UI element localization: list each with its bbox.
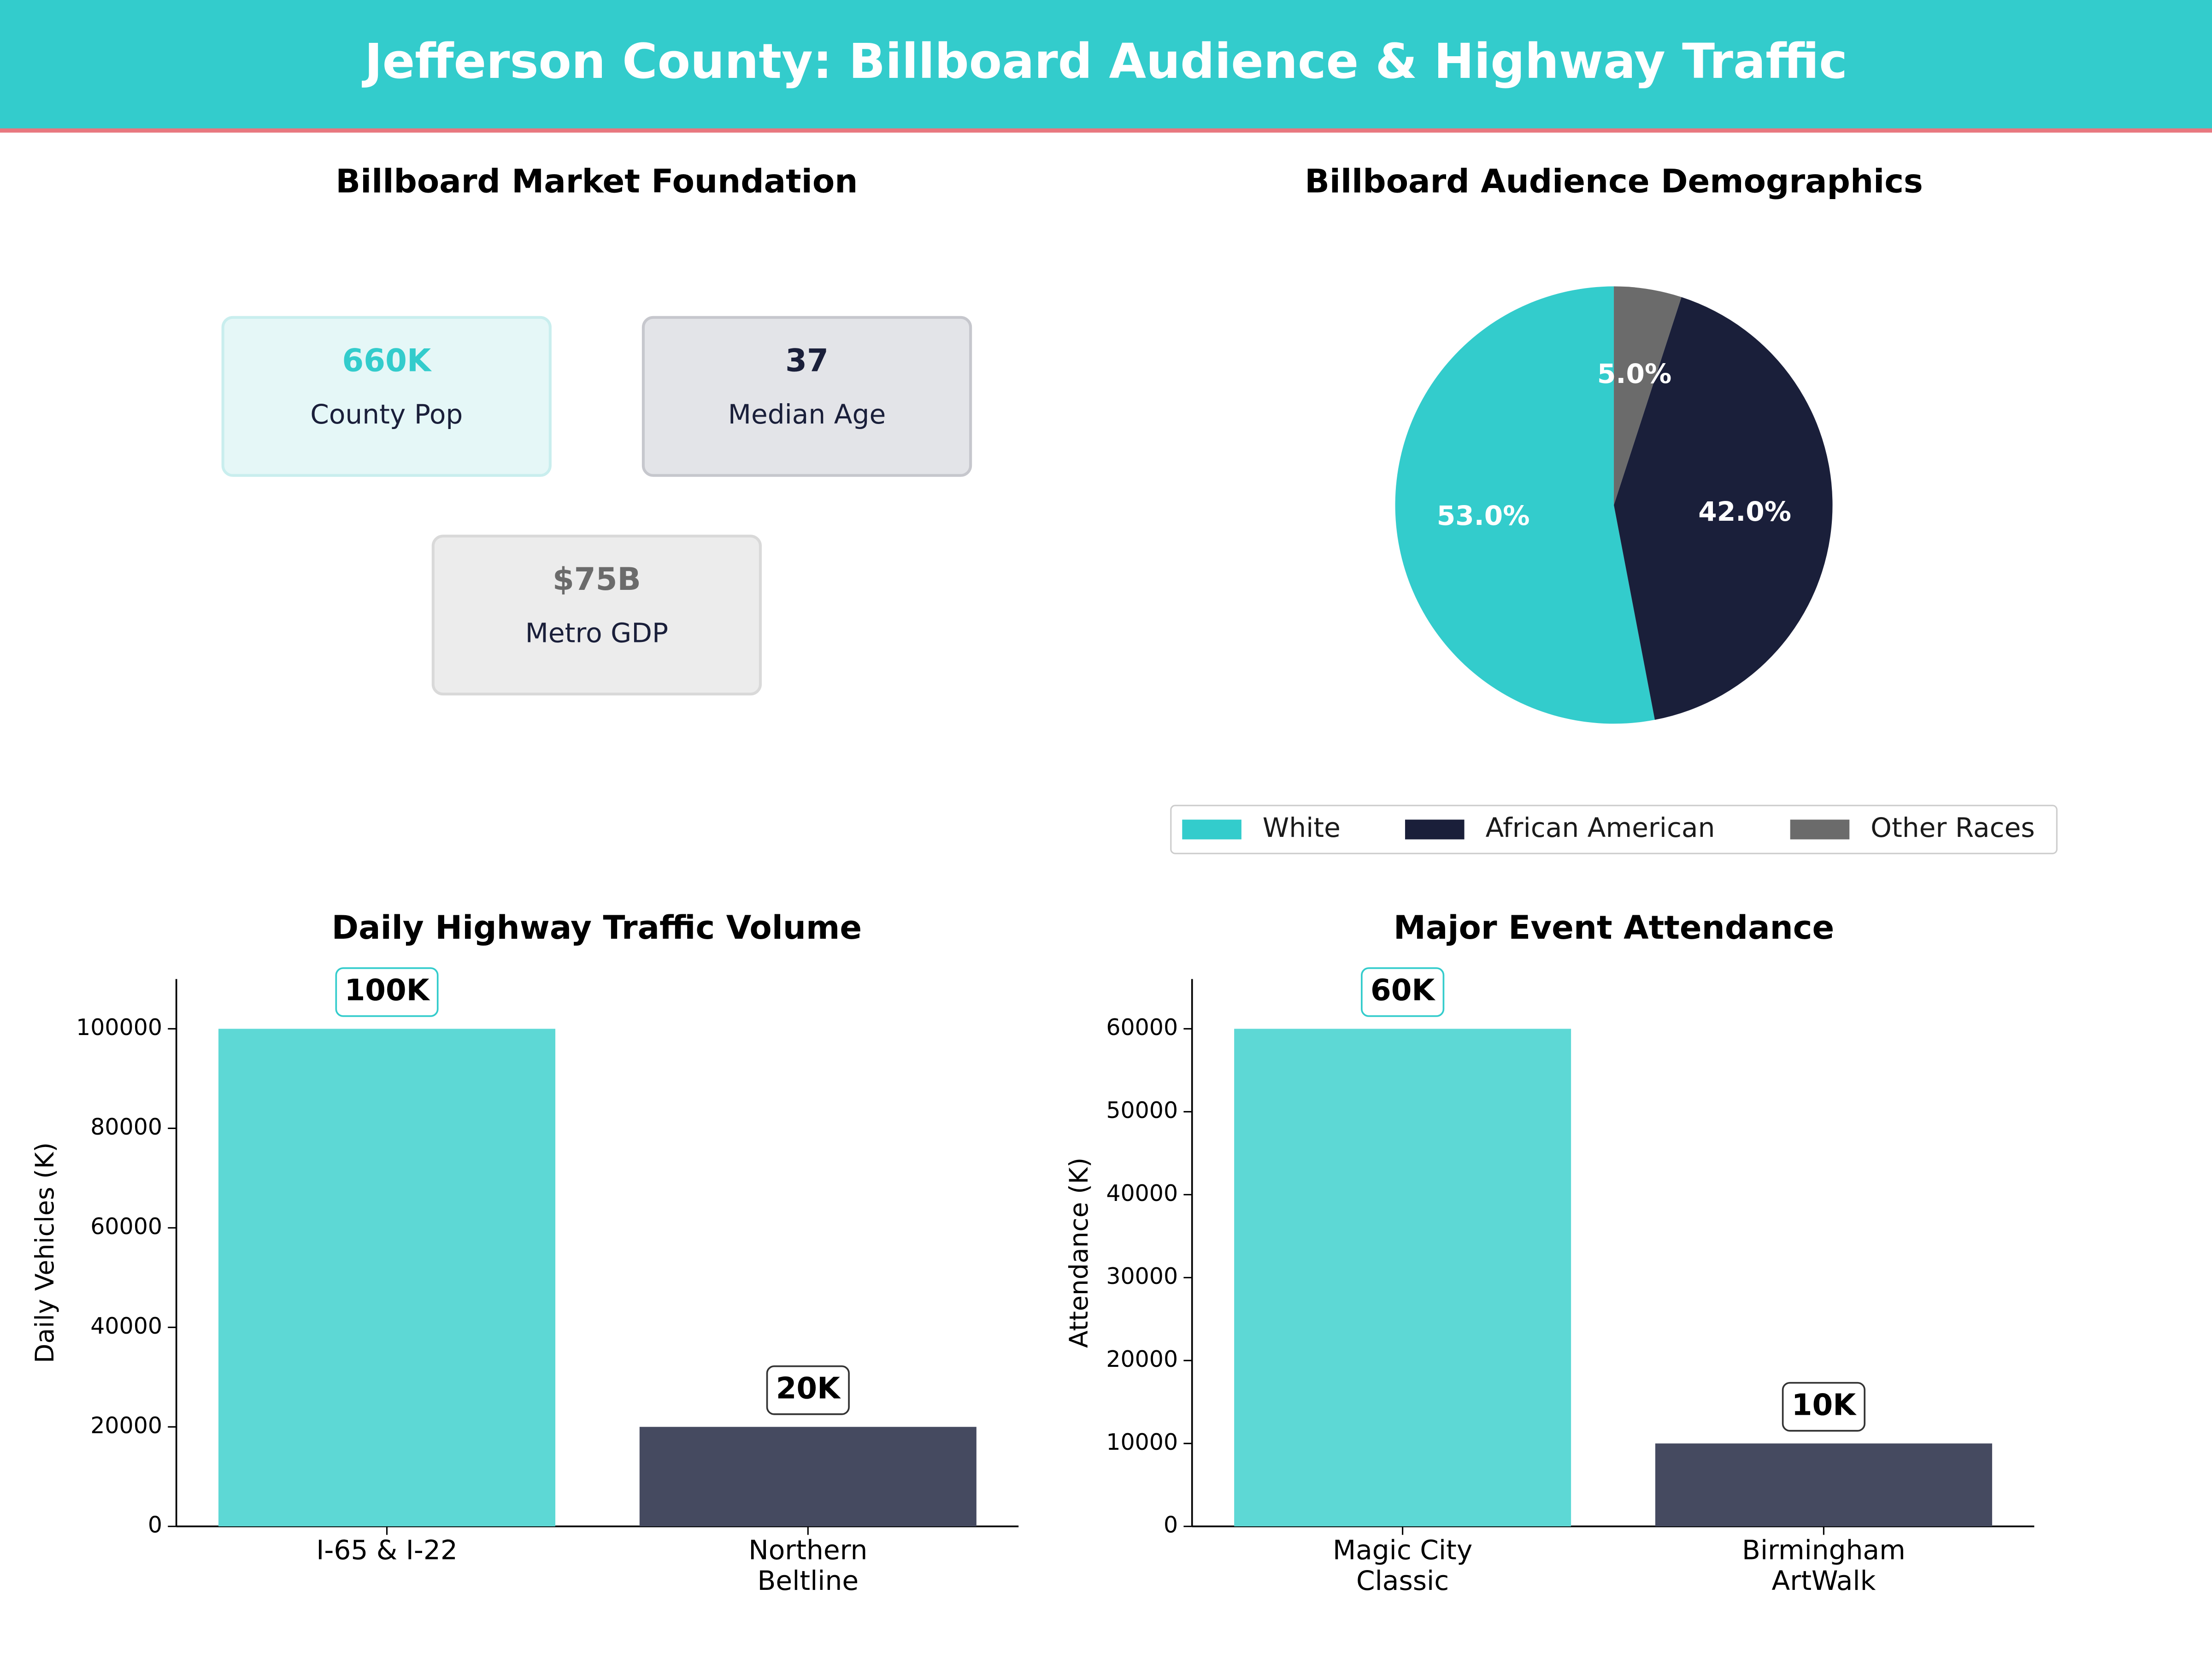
y-axis-label: Daily Vehicles (K) — [30, 1142, 59, 1363]
slice-label: 53.0% — [1437, 500, 1530, 531]
panel-title: Billboard Audience Demographics — [1305, 162, 1923, 200]
legend-swatch — [1790, 819, 1850, 840]
x-tick-label: Magic City Classic — [1333, 1534, 1472, 1596]
header-rule — [0, 128, 2212, 133]
page-title: Jefferson County: Billboard Audience & H… — [362, 33, 1847, 89]
kpi-label: County Pop — [310, 399, 463, 430]
kpi-value: 660K — [342, 342, 432, 378]
legend-swatch — [1182, 819, 1241, 840]
value-label: 100K — [345, 973, 430, 1007]
panel-title: Major Event Attendance — [1394, 909, 1834, 947]
y-tick-label: 40000 — [90, 1313, 162, 1339]
y-tick-label: 100000 — [76, 1014, 162, 1041]
bar — [639, 1427, 977, 1527]
bar — [218, 1029, 556, 1527]
y-tick-label: 20000 — [90, 1412, 162, 1439]
y-tick-label: 20000 — [1106, 1346, 1178, 1372]
legend-label: Other Races — [1871, 812, 2035, 843]
y-tick-label: 0 — [1164, 1512, 1178, 1538]
pie-slice — [1395, 286, 1655, 724]
y-tick-label: 80000 — [90, 1114, 162, 1140]
value-label-box — [1361, 967, 1445, 1017]
y-tick-label: 40000 — [1106, 1180, 1178, 1206]
kpi-card — [641, 316, 972, 477]
y-tick-label: 60000 — [1106, 1014, 1178, 1041]
legend-label: White — [1263, 812, 1341, 843]
kpi-value: 37 — [785, 342, 829, 378]
value-label: 20K — [776, 1371, 841, 1406]
value-label-box — [1782, 1382, 1866, 1432]
value-label: 10K — [1792, 1388, 1857, 1422]
y-tick-label: 10000 — [1106, 1429, 1178, 1455]
value-label-box — [766, 1365, 850, 1415]
bar — [1655, 1443, 1992, 1527]
kpi-card — [431, 535, 762, 696]
kpi-label: Median Age — [728, 399, 886, 430]
y-tick-label: 60000 — [90, 1213, 162, 1240]
legend-swatch — [1405, 819, 1465, 840]
value-label-box — [335, 967, 439, 1017]
x-tick-label: Northern Beltline — [748, 1534, 867, 1596]
x-tick-label: I-65 & I-22 — [316, 1534, 458, 1565]
panel-title: Daily Highway Traffic Volume — [332, 909, 862, 947]
panel-title: Billboard Market Foundation — [335, 162, 858, 200]
header-band — [0, 0, 2212, 130]
kpi-value: $75B — [553, 561, 641, 597]
bar — [1234, 1029, 1571, 1527]
kpi-card — [221, 316, 552, 477]
slice-label: 5.0% — [1597, 358, 1671, 389]
y-tick-label: 0 — [148, 1512, 162, 1538]
y-tick-label: 30000 — [1106, 1263, 1178, 1289]
legend-label: African American — [1485, 812, 1715, 843]
kpi-label: Metro GDP — [525, 618, 668, 649]
y-tick-label: 50000 — [1106, 1097, 1178, 1124]
pie-slice — [1614, 286, 1682, 505]
x-tick-label: Birmingham ArtWalk — [1742, 1534, 1906, 1596]
value-label: 60K — [1371, 973, 1435, 1007]
y-axis-label: Attendance (K) — [1064, 1158, 1094, 1348]
pie-slice — [1614, 297, 1833, 720]
slice-label: 42.0% — [1698, 496, 1791, 527]
legend-box — [1170, 805, 2058, 854]
